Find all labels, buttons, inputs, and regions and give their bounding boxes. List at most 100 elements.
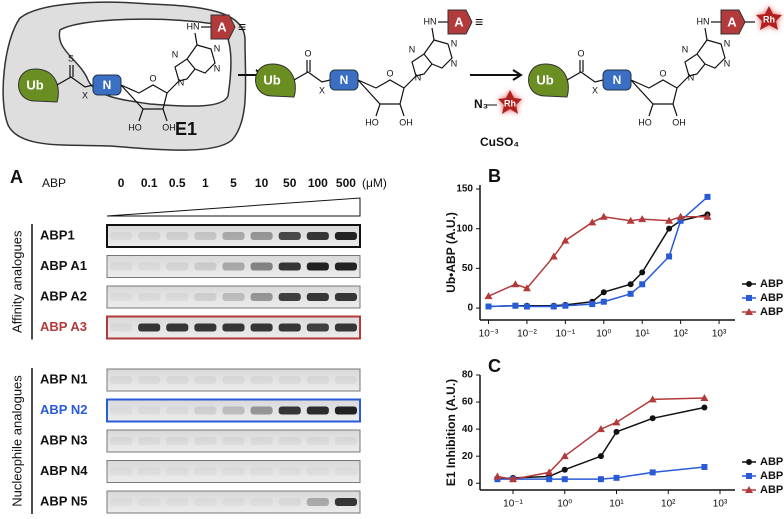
gel-band bbox=[138, 293, 161, 301]
gel-band bbox=[194, 498, 216, 506]
y-tick-label: 50 bbox=[462, 263, 474, 274]
gel-band bbox=[334, 323, 357, 332]
atom: O bbox=[149, 73, 156, 83]
marker bbox=[666, 225, 673, 232]
gel-band bbox=[194, 437, 217, 445]
legend-label: ABP N2 bbox=[760, 292, 784, 304]
marker bbox=[600, 289, 607, 296]
marker bbox=[493, 472, 502, 480]
gel-band bbox=[306, 262, 329, 271]
gel-band bbox=[138, 437, 161, 445]
atom: N bbox=[409, 44, 416, 54]
group-label: Nucleophile analogues bbox=[9, 375, 24, 507]
x-tick-label: 10⁻³ bbox=[479, 329, 499, 340]
legend-marker bbox=[745, 308, 753, 315]
x-tick-label: 10⁰ bbox=[557, 499, 572, 510]
marker bbox=[588, 218, 597, 226]
gel-band bbox=[194, 468, 216, 476]
x-tick-label: 10¹ bbox=[609, 499, 624, 510]
ub-label: Ub bbox=[263, 72, 280, 87]
atom: S bbox=[68, 53, 74, 63]
legend-marker bbox=[746, 281, 752, 287]
gradient-wedge bbox=[106, 197, 361, 217]
marker bbox=[546, 476, 553, 483]
legend-marker bbox=[746, 473, 752, 479]
gel-band bbox=[166, 498, 188, 506]
gel-band bbox=[138, 468, 160, 476]
marker bbox=[648, 395, 657, 403]
gel-band bbox=[138, 262, 161, 271]
marker bbox=[627, 290, 634, 297]
y-tick-label: 150 bbox=[456, 184, 473, 195]
ub-shape bbox=[255, 63, 296, 98]
atom: HN bbox=[187, 21, 200, 31]
gel-band bbox=[110, 468, 132, 476]
gel-band bbox=[194, 406, 217, 415]
series-line bbox=[497, 406, 705, 480]
gel-band bbox=[194, 376, 217, 384]
concentration-label: 50 bbox=[283, 176, 297, 190]
gel-band bbox=[166, 293, 189, 301]
bond bbox=[120, 80, 180, 122]
gel-band bbox=[222, 323, 245, 332]
gel-band bbox=[138, 406, 161, 415]
tag-label: Rh bbox=[763, 14, 775, 24]
marker bbox=[676, 212, 685, 220]
gel-band bbox=[110, 498, 132, 506]
ub-shape bbox=[528, 63, 569, 98]
y-tick-label: 0 bbox=[467, 478, 473, 489]
header-label: ABP bbox=[42, 176, 66, 190]
dye-label: Rh bbox=[504, 98, 516, 108]
gel-lane bbox=[106, 285, 361, 309]
marker bbox=[638, 215, 647, 223]
gel-band bbox=[278, 498, 301, 506]
legend-marker bbox=[746, 459, 752, 465]
tag-label: ≡ bbox=[238, 19, 246, 35]
atom: X bbox=[592, 85, 598, 95]
marker bbox=[613, 428, 620, 435]
series-line bbox=[488, 196, 708, 308]
gel-band bbox=[222, 406, 245, 415]
marker bbox=[703, 212, 712, 220]
marker bbox=[677, 217, 684, 224]
group-label: Affinity analogues bbox=[9, 230, 24, 333]
row-label: ABP N3 bbox=[40, 432, 87, 447]
marker bbox=[639, 269, 646, 276]
atom: N bbox=[415, 72, 422, 82]
gel-band bbox=[166, 376, 189, 384]
marker bbox=[485, 303, 492, 310]
gel-band bbox=[334, 293, 357, 301]
marker bbox=[626, 216, 635, 224]
gel-band bbox=[222, 437, 245, 445]
atom: N bbox=[214, 63, 221, 73]
gel-lane bbox=[106, 460, 361, 483]
gel-band bbox=[250, 437, 273, 445]
marker bbox=[561, 466, 568, 473]
ub-label: Ub bbox=[26, 77, 43, 92]
marker bbox=[545, 468, 554, 476]
y-axis-label: E1 Inhibition (A.U.) bbox=[444, 379, 458, 486]
gel-band bbox=[278, 262, 301, 271]
tag-label: ≡ bbox=[475, 14, 483, 30]
gel-band bbox=[166, 406, 189, 415]
atom: N bbox=[451, 38, 458, 48]
marker bbox=[484, 292, 493, 300]
marker bbox=[701, 404, 708, 411]
marker bbox=[704, 193, 711, 200]
gel-band bbox=[250, 232, 273, 240]
gel-band bbox=[222, 498, 244, 506]
gel-band bbox=[110, 437, 133, 445]
gel-band bbox=[166, 468, 188, 476]
marker bbox=[600, 298, 607, 305]
gel-lane bbox=[106, 224, 361, 248]
marker bbox=[562, 302, 569, 309]
x-tick-label: 10⁻² bbox=[517, 329, 537, 340]
gel-band bbox=[110, 323, 133, 332]
gel-band bbox=[334, 406, 357, 415]
bond bbox=[56, 65, 94, 88]
marker bbox=[613, 474, 620, 481]
panel-label: B bbox=[488, 166, 501, 186]
legend-label: ABP1 bbox=[760, 278, 784, 290]
